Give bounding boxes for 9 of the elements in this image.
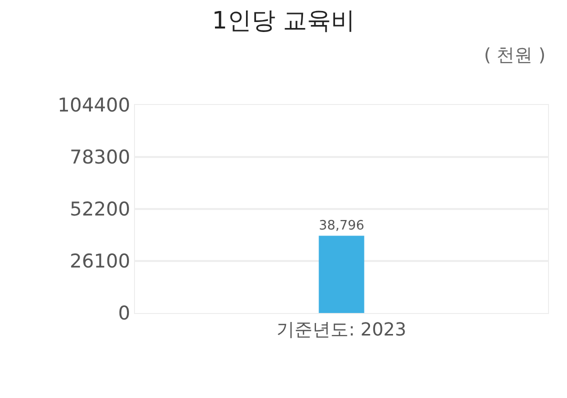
y-tick-label: 0 bbox=[118, 302, 130, 325]
chart-subtitle: ( 천원 ) bbox=[484, 45, 546, 66]
x-tick-label: 기준년도: 2023 bbox=[276, 320, 406, 341]
y-tick-label: 104400 bbox=[58, 94, 130, 117]
y-tick-label: 52200 bbox=[70, 198, 130, 221]
y-tick-label: 26100 bbox=[70, 250, 130, 273]
data-label: 38,796 bbox=[318, 218, 364, 234]
y-tick-label: 78300 bbox=[70, 146, 130, 169]
chart-title: 1인당 교육비 bbox=[212, 6, 355, 35]
